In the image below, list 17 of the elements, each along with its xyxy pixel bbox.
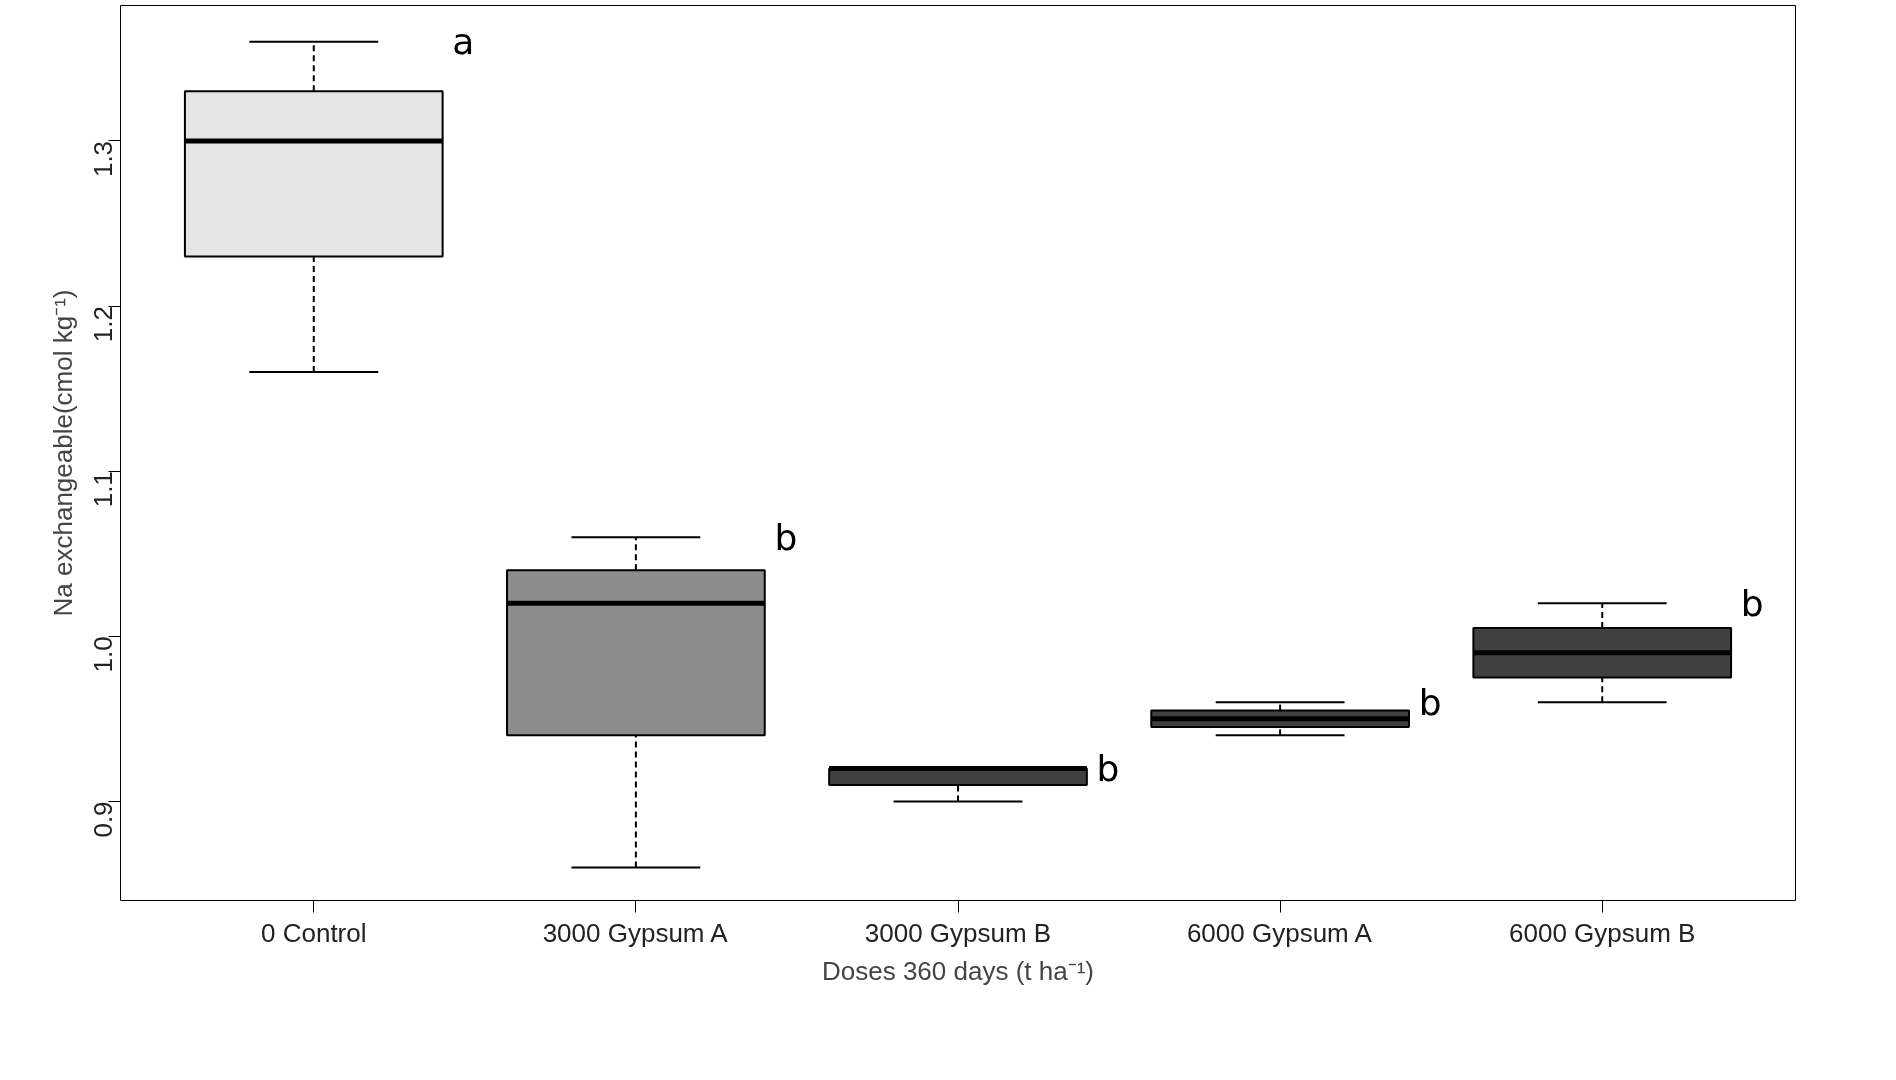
y-tick-label: 1.1 bbox=[88, 471, 119, 508]
y-tick-label: 1.3 bbox=[88, 140, 119, 178]
annotation: b bbox=[1096, 747, 1120, 789]
y-tick-label: 0.9 bbox=[88, 801, 119, 838]
y-axis-title: Na exchangeable(cmol kg⁻¹) bbox=[47, 289, 78, 617]
y-tick-label: 1.2 bbox=[88, 306, 119, 343]
annotation: b bbox=[774, 516, 798, 558]
x-axis-title: Doses 360 days (t ha⁻¹) bbox=[822, 955, 1095, 986]
annotation: b bbox=[1740, 582, 1764, 624]
y-tick-label: 1.0 bbox=[88, 636, 119, 673]
annotation: a bbox=[452, 21, 475, 63]
x-tick-label: 3000 Gypsum B bbox=[864, 917, 1052, 948]
annotation: b bbox=[1418, 681, 1442, 723]
x-tick-label: 6000 Gypsum A bbox=[1186, 917, 1373, 948]
x-tick-label: 3000 Gypsum A bbox=[542, 917, 729, 948]
x-tick-label: 0 Control bbox=[261, 917, 367, 948]
x-tick-label: 6000 Gypsum B bbox=[1509, 917, 1696, 948]
